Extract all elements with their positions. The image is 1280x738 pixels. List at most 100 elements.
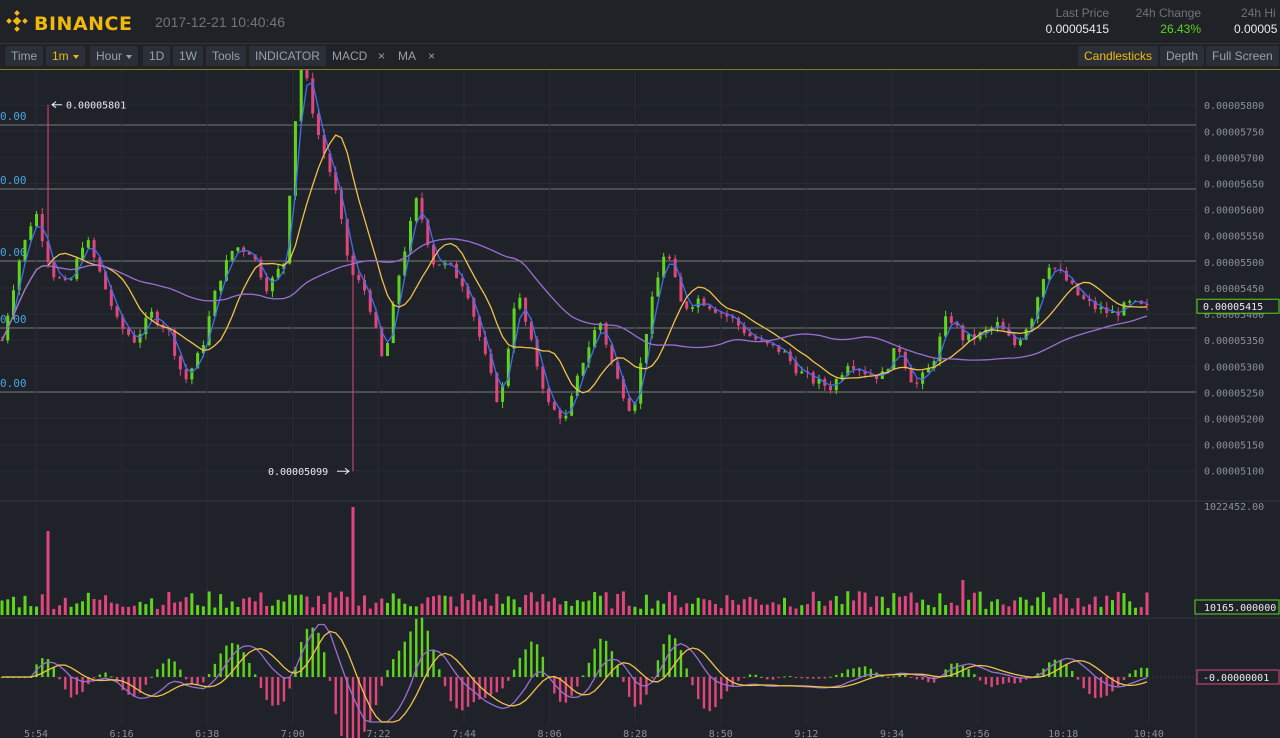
volume-bar [178, 601, 182, 615]
volume-bar [926, 604, 930, 615]
candle [541, 366, 545, 389]
indicator-button[interactable]: INDICATOR [249, 46, 326, 66]
macd-histogram-bar [1019, 677, 1022, 683]
candle [506, 348, 510, 386]
volume-bar [357, 605, 361, 615]
volume-bar [736, 604, 740, 615]
volume-bar [81, 601, 85, 615]
volume-current-tag [1194, 599, 1280, 615]
macd-signal-line [2, 630, 1148, 723]
volume-bar [127, 606, 131, 615]
macd-histogram-bar [840, 673, 844, 677]
macd-histogram-bar [357, 677, 360, 738]
candle [990, 327, 994, 330]
candle [829, 385, 833, 391]
candle [98, 257, 102, 272]
volume-bar [869, 606, 873, 615]
volume-bar [1145, 592, 1149, 615]
ma-indicator-tag[interactable]: MA [398, 49, 416, 63]
1d-button[interactable]: 1D [143, 46, 171, 66]
candle [863, 370, 867, 375]
macd-histogram-bar [777, 677, 780, 678]
macd-histogram-bar [593, 648, 596, 677]
interval-dropdown[interactable]: 1m [46, 46, 85, 66]
time-button[interactable]: Time [5, 46, 44, 66]
price-chart[interactable]: 0.00005800 0.00005750 0.00005700 0.00005650… [0, 70, 1280, 738]
candle [368, 290, 372, 312]
volume-bar [201, 606, 205, 615]
candlesticks-button[interactable]: Candlesticks [1078, 46, 1159, 66]
candle [788, 351, 792, 362]
ma25-line [1, 134, 1148, 394]
candle [1099, 307, 1103, 310]
macd-histogram-bar [576, 677, 579, 687]
volume-current-label: 10165.000000 [1204, 603, 1276, 614]
macd-histogram-bar [420, 617, 424, 677]
candle [104, 271, 108, 290]
volume-bar [1041, 592, 1045, 615]
candle [938, 336, 942, 362]
price-tick-label: 0.00005400 [1204, 310, 1264, 321]
candle [708, 305, 712, 309]
volume-bar [932, 607, 936, 615]
candle [1082, 295, 1086, 299]
candle [1064, 270, 1068, 281]
volume-bar [685, 603, 689, 615]
1w-button[interactable]: 1W [173, 46, 203, 66]
ma99-line [1, 238, 1148, 361]
volume-bar [184, 597, 188, 615]
depth-button[interactable]: Depth [1160, 46, 1205, 66]
time-tick-label: 9:12 [794, 729, 818, 738]
macd-histogram-bar [52, 667, 55, 677]
volume-bar [575, 600, 579, 615]
candle [1018, 339, 1022, 346]
brand-logo[interactable]: BINANCE [6, 10, 132, 37]
macd-histogram-bar [697, 677, 700, 700]
volume-bar [449, 596, 453, 615]
macd-histogram-bar [207, 674, 211, 677]
macd-histogram-bar [305, 628, 309, 677]
volume-bar [725, 595, 729, 615]
fullscreen-button[interactable]: Full Screen [1206, 46, 1279, 66]
macd-histogram-bar [553, 677, 556, 694]
top-bar: BINANCE 2017-12-21 10:40:46 Last Price 0… [0, 0, 1280, 44]
hour-dropdown[interactable]: Hour [90, 46, 139, 66]
volume-bar [1105, 595, 1109, 615]
macd-histogram-bar [495, 677, 499, 693]
candle [1122, 302, 1126, 316]
candle [460, 278, 464, 287]
macd-histogram-bar [720, 677, 723, 699]
volume-bar [794, 608, 798, 615]
candle [432, 244, 436, 265]
volume-bar [708, 600, 712, 615]
macd-histogram-bar [190, 677, 194, 684]
close-macd-icon[interactable]: × [378, 49, 386, 63]
volume-bar [909, 592, 913, 615]
candle [316, 113, 320, 136]
volume-bar [35, 606, 39, 615]
macd-histogram-bar [869, 668, 873, 677]
macd-histogram-bar [714, 677, 717, 708]
candle [288, 195, 292, 264]
macd-histogram-bar [236, 644, 240, 677]
volume-bar [58, 605, 62, 615]
macd-histogram-bar [196, 677, 199, 684]
macd-indicator-tag[interactable]: MACD [332, 49, 368, 63]
volume-bar [713, 603, 717, 615]
volume-bar [679, 607, 683, 615]
macd-histogram-bar [973, 674, 976, 677]
macd-histogram-bar [213, 663, 217, 677]
volume-bar [98, 599, 102, 615]
candle [386, 343, 390, 356]
close-ma-icon[interactable]: × [428, 49, 436, 63]
macd-histogram-bar [1111, 677, 1114, 692]
candle [570, 395, 574, 416]
volume-bar [857, 591, 861, 615]
candle [253, 254, 257, 260]
candle [731, 316, 735, 319]
volume-bar [23, 595, 27, 615]
volume-bar [771, 602, 775, 615]
tools-button[interactable]: Tools [206, 46, 247, 66]
volume-bar [155, 608, 159, 615]
candle [972, 334, 976, 339]
